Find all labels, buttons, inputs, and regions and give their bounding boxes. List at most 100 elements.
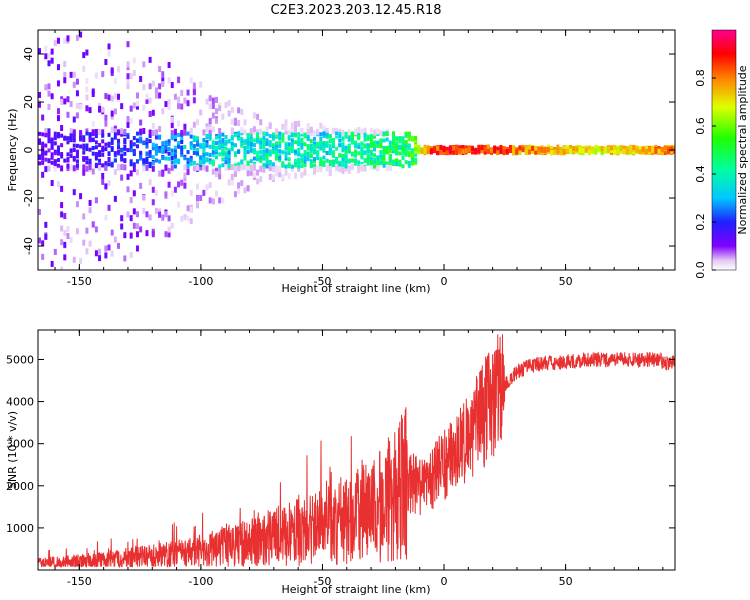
- heatmap-cell: [294, 121, 298, 128]
- heatmap-cell: [177, 201, 181, 208]
- heatmap-cell: [262, 152, 266, 157]
- heatmap-cell: [227, 150, 231, 155]
- heatmap-cell: [252, 171, 256, 178]
- heatmap-cell: [211, 198, 215, 205]
- heatmap-cell: [654, 148, 658, 154]
- heatmap-cell: [104, 183, 108, 190]
- heatmap-cell: [550, 149, 554, 155]
- heatmap-cell: [139, 154, 143, 159]
- heatmap-cell: [572, 146, 576, 152]
- heatmap-cell: [262, 149, 266, 154]
- heatmap-cell: [319, 157, 323, 162]
- snr-xtick-label: -50: [313, 575, 331, 588]
- heatmap-cell: [373, 129, 377, 136]
- heatmap-cell: [101, 148, 105, 153]
- heatmap-cell: [341, 160, 345, 165]
- heatmap-cell: [211, 152, 215, 157]
- heatmap-cell: [613, 150, 617, 156]
- heatmap-cell: [410, 153, 414, 158]
- heatmap-cell: [312, 136, 316, 141]
- heatmap-cell: [230, 141, 234, 146]
- heatmap-cell: [167, 181, 171, 188]
- heatmap-cell: [553, 149, 557, 155]
- heatmap-cell: [38, 140, 41, 145]
- heatmap-cell: [66, 35, 70, 42]
- heatmap-cell: [135, 100, 139, 107]
- heatmap-cell: [142, 61, 146, 68]
- heatmap-cell: [414, 153, 418, 158]
- heatmap-cell: [246, 139, 250, 144]
- heatmap-cell: [72, 134, 76, 139]
- heatmap-cell: [613, 144, 617, 150]
- heatmap-cells: [38, 31, 675, 270]
- heatmap-cell: [670, 146, 674, 152]
- heatmap-cell: [328, 138, 332, 143]
- snr-xtick-label: -100: [188, 575, 213, 588]
- heatmap-cell: [196, 151, 200, 156]
- heatmap-cell: [322, 162, 326, 167]
- heatmap-cell: [113, 93, 117, 100]
- heatmap-cell: [44, 53, 48, 60]
- heatmap-cell: [98, 151, 102, 156]
- heatmap-cell: [290, 122, 294, 129]
- heatmap-cell: [391, 149, 395, 154]
- heatmap-cell: [256, 169, 260, 176]
- heatmap-cell: [69, 133, 73, 138]
- heatmap-cell: [47, 90, 51, 97]
- heatmap-cell: [180, 130, 184, 137]
- heatmap-cell: [154, 148, 158, 153]
- heatmap-cell: [423, 148, 427, 154]
- heatmap-cell: [151, 122, 155, 129]
- heatmap-cell: [638, 146, 642, 152]
- heatmap-cell: [129, 159, 133, 164]
- heatmap-cell: [591, 146, 595, 152]
- heatmap-cell: [107, 132, 111, 137]
- heatmap-cell: [290, 164, 294, 169]
- heatmap-cell: [75, 90, 79, 97]
- heatmap-cell: [284, 128, 288, 135]
- heatmap-cell: [104, 214, 108, 221]
- heatmap-cell: [287, 157, 291, 162]
- heatmap-cell: [98, 143, 102, 148]
- heatmap-cell: [414, 157, 418, 162]
- heatmap-cell: [429, 149, 433, 155]
- heatmap-cell: [82, 150, 86, 155]
- heatmap-cell: [211, 102, 215, 109]
- heatmap-cell: [151, 231, 155, 238]
- heatmap-cell: [294, 149, 298, 154]
- heatmap-cell: [170, 222, 174, 229]
- heatmap-cell: [303, 132, 307, 137]
- heatmap-cell: [297, 165, 301, 172]
- heatmap-cell: [173, 152, 177, 157]
- heatmap-cell: [161, 81, 165, 88]
- heatmap-cell: [53, 131, 57, 136]
- heatmap-cell: [354, 158, 358, 163]
- heatmap-cell: [154, 135, 158, 140]
- heatmap-cell: [221, 143, 225, 148]
- heatmap-cell: [328, 149, 332, 154]
- heatmap-cell: [104, 142, 108, 147]
- heatmap-cell: [328, 165, 332, 172]
- heatmap-cell: [189, 141, 193, 146]
- heatmap-cell: [107, 244, 111, 251]
- heatmap-cell: [50, 155, 54, 160]
- heatmap-cell: [227, 160, 231, 165]
- heatmap-cell: [85, 86, 89, 93]
- heatmap-cell: [41, 141, 45, 146]
- heatmap-cell: [243, 149, 247, 154]
- heatmap-cell: [527, 149, 531, 155]
- heatmap-cell: [129, 145, 133, 150]
- heatmap-cell: [265, 141, 269, 146]
- heatmap-cell: [167, 139, 171, 144]
- heatmap-cell: [145, 97, 149, 104]
- heatmap-cell: [66, 152, 70, 157]
- heatmap-cell: [60, 266, 64, 270]
- heatmap-cell: [218, 128, 222, 135]
- heatmap-cell: [360, 165, 364, 172]
- heatmap-cell: [158, 159, 162, 164]
- figure-title: C2E3.2023.203.12.45.R18: [270, 3, 441, 18]
- heatmap-cell: [120, 153, 124, 158]
- heatmap-cell: [183, 182, 187, 189]
- heatmap-cell: [60, 225, 64, 232]
- heatmap-cell: [312, 163, 316, 168]
